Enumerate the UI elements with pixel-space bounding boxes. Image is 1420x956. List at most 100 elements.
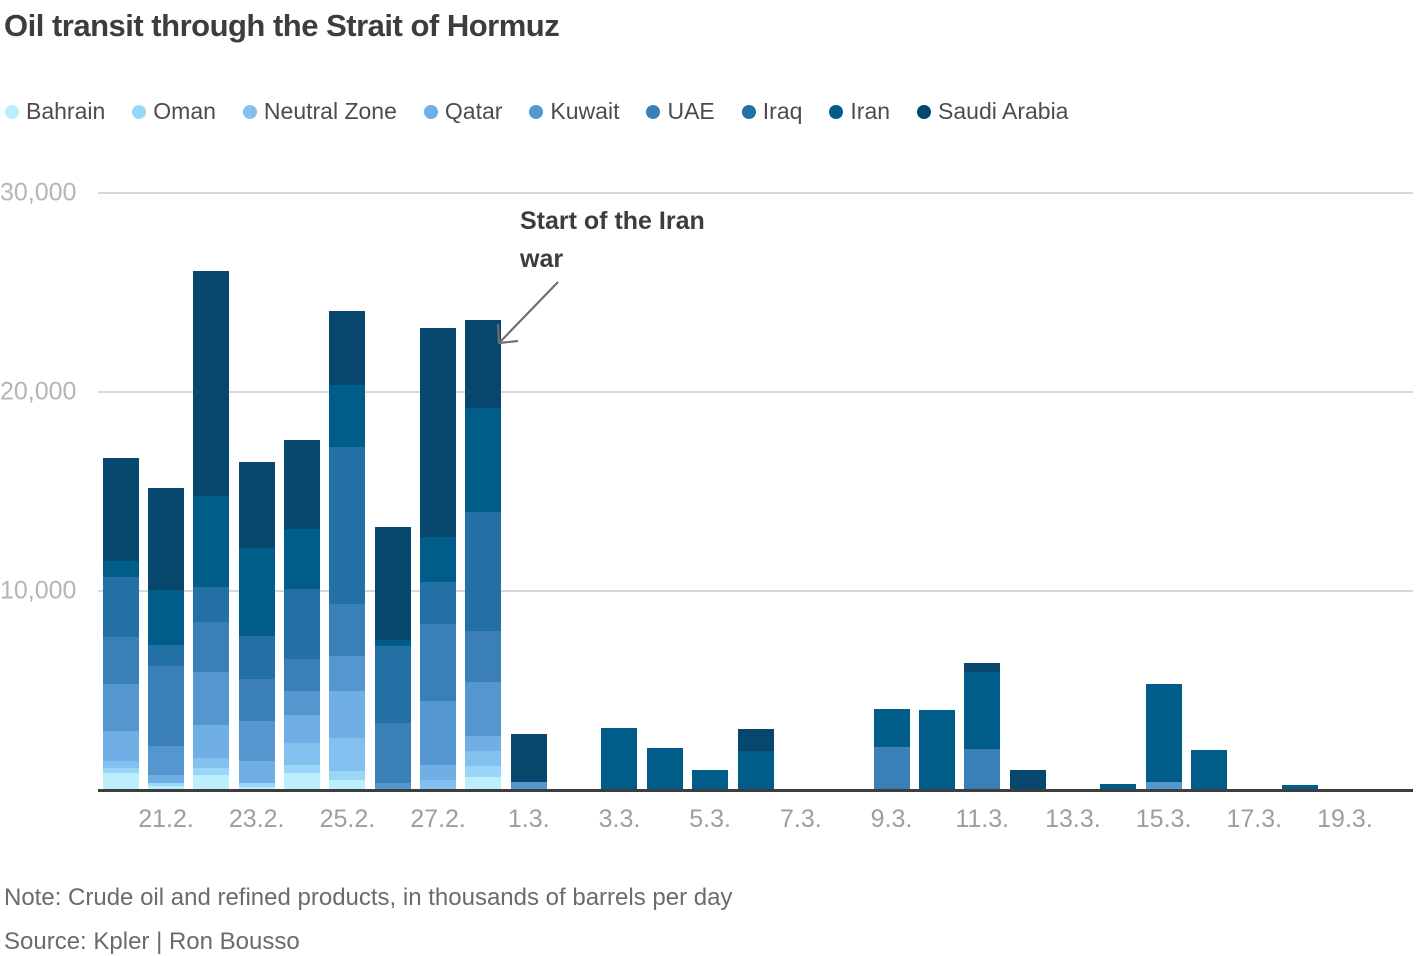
bar-6.3.: [737, 729, 774, 790]
bar-4.3.: [646, 748, 683, 790]
x-axis-label: 1.3.: [507, 805, 550, 833]
bar-segment-kuwait: [1145, 782, 1182, 790]
legend-dot-icon: [5, 104, 19, 119]
bar-segment-qatar: [193, 725, 230, 759]
bar-segment-saudi-arabia: [148, 487, 185, 591]
bar-segment-uae: [284, 658, 321, 692]
gridline-30000: [98, 192, 1413, 194]
bar-segment-uae: [873, 747, 910, 790]
bar-segment-uae: [193, 621, 230, 672]
bar-segment-qatar: [420, 765, 457, 781]
chart-source: Source: Kpler | Ron Bousso: [4, 928, 300, 955]
page-title: Oil transit through the Strait of Hormuz: [4, 8, 560, 43]
bar-18.3.: [1281, 785, 1318, 790]
legend-label: Iraq: [762, 98, 803, 124]
bar-segment-iran: [102, 561, 139, 578]
bar-segment-neutral-zone: [465, 751, 502, 767]
legend-dot-icon: [529, 104, 544, 119]
bar-segment-iraq: [465, 512, 502, 631]
bar-segment-qatar: [329, 691, 366, 739]
x-axis-label: 9.3.: [870, 805, 913, 833]
chart-note: Note: Crude oil and refined products, in…: [4, 884, 733, 911]
bar-segment-uae: [102, 636, 139, 685]
bar-28.2.: [465, 320, 502, 790]
bar-10.3.: [918, 710, 955, 790]
bar-segment-uae: [374, 723, 411, 784]
bar-segment-iraq: [148, 645, 185, 667]
legend-dot-icon: [917, 104, 932, 119]
bar-segment-iran: [1100, 784, 1137, 790]
bar-27.2.: [420, 328, 457, 790]
x-axis-label: 25.2.: [319, 805, 376, 833]
bar-segment-neutral-zone: [193, 758, 230, 769]
bar-segment-iran: [374, 639, 411, 646]
bar-segment-iran: [964, 671, 1001, 750]
bar-segment-iran: [1190, 750, 1227, 790]
bar-14.3.: [1100, 784, 1137, 790]
legend: Bahrain Oman Neutral Zone Qatar Kuwait UAE Ira…: [5, 98, 1068, 125]
bar-segment-oman: [148, 783, 185, 786]
y-axis-label: 10,000: [0, 576, 77, 605]
bar-segment-neutral-zone: [102, 761, 139, 769]
x-axis-label: 5.3.: [689, 805, 731, 833]
bar-segment-iran: [692, 770, 729, 790]
x-axis-label: 13.3.: [1045, 805, 1101, 833]
bar-segment-bahrain: [465, 777, 502, 790]
x-axis-label: 11.3.: [955, 805, 1010, 833]
bar-segment-neutral-zone: [284, 743, 321, 766]
bar-segment-oman: [238, 783, 275, 787]
legend-label: Iran: [850, 98, 891, 124]
bar-3.3.: [601, 728, 638, 790]
bar-segment-saudi-arabia: [420, 328, 457, 538]
bar-segment-saudi-arabia: [329, 311, 366, 386]
legend-label: Kuwait: [550, 98, 620, 124]
bar-segment-oman: [329, 771, 366, 780]
x-axis-label: 19.3.: [1317, 805, 1373, 833]
bar-segment-qatar: [238, 761, 275, 783]
bar-segment-bahrain: [193, 775, 230, 790]
bar-segment-bahrain: [148, 786, 185, 790]
legend-label: Bahrain: [26, 98, 106, 124]
bar-segment-oman: [193, 768, 230, 775]
bar-segment-iran: [329, 385, 366, 447]
bar-segment-kuwait: [284, 691, 321, 716]
bar-segment-saudi-arabia: [374, 527, 411, 640]
bar-segment-kuwait: [510, 782, 547, 790]
legend-item-saudi-arabia: Saudi Arabia: [917, 98, 1068, 125]
bar-segment-saudi-arabia: [510, 734, 547, 783]
bar-segment-iraq: [374, 645, 411, 724]
bar-segment-saudi-arabia: [284, 439, 321, 530]
bar-1.3.: [510, 734, 547, 790]
legend-item-qatar: Qatar: [423, 98, 502, 125]
bar-22.2.: [193, 271, 230, 790]
x-axis-label: 3.3.: [598, 805, 641, 833]
y-axis-label: 30,000: [0, 178, 77, 207]
bar-segment-iraq: [420, 582, 457, 624]
bar-segment-oman: [284, 765, 321, 774]
legend-label: UAE: [667, 98, 715, 124]
bar-25.2.: [329, 311, 366, 790]
bar-segment-iran: [148, 590, 185, 646]
bar-segment-oman: [465, 766, 502, 778]
bar-segment-saudi-arabia: [193, 271, 230, 497]
bar-segment-neutral-zone: [329, 738, 366, 772]
bar-20.2.: [102, 457, 139, 790]
bar-16.3.: [1190, 750, 1227, 790]
annotation-label: Start of the Iran war: [520, 207, 705, 273]
bar-segment-saudi-arabia: [465, 320, 502, 408]
bar-segment-uae: [148, 666, 185, 747]
legend-item-iran: Iran: [829, 98, 890, 125]
bar-segment-iran: [737, 751, 774, 790]
gridline-20000: [98, 391, 1413, 393]
bar-segment-iran: [1281, 785, 1318, 790]
bar-segment-uae: [238, 678, 275, 722]
legend-label: Neutral Zone: [263, 98, 397, 124]
bar-24.2.: [284, 439, 321, 790]
bar-segment-iran: [1145, 683, 1182, 783]
x-axis-line: [98, 789, 1413, 792]
bar-segment-iran: [284, 529, 321, 589]
bar-segment-saudi-arabia: [964, 662, 1001, 672]
bar-segment-qatar: [465, 736, 502, 752]
legend-dot-icon: [423, 104, 438, 119]
x-axis-label: 23.2.: [228, 805, 285, 833]
